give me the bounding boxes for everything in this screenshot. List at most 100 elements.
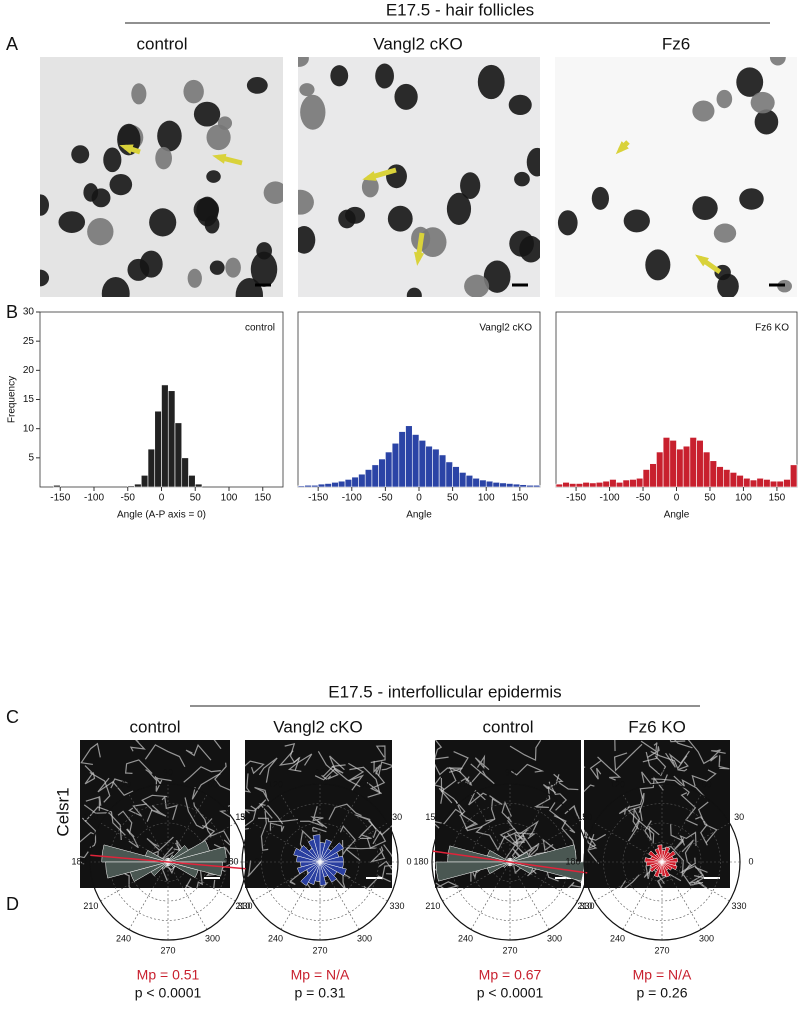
grid-ring bbox=[622, 822, 702, 902]
bar bbox=[575, 483, 584, 488]
bar bbox=[783, 479, 791, 488]
membrane bbox=[124, 759, 153, 774]
follicle bbox=[406, 287, 422, 297]
mp-value: Mp = 0.51 bbox=[137, 967, 200, 983]
follicle bbox=[591, 186, 609, 210]
membrane bbox=[549, 802, 576, 834]
bar bbox=[364, 469, 373, 488]
membrane bbox=[269, 822, 285, 832]
angle-label: 150 bbox=[235, 812, 250, 822]
bar bbox=[636, 477, 644, 488]
membrane bbox=[185, 869, 203, 888]
x-tick-label: 50 bbox=[190, 493, 202, 504]
bar bbox=[736, 475, 744, 488]
membrane bbox=[145, 769, 163, 792]
angle-label: 60 bbox=[701, 779, 711, 789]
follicle bbox=[645, 249, 671, 281]
membrane bbox=[378, 860, 392, 870]
membrane bbox=[681, 839, 694, 867]
bar bbox=[391, 442, 400, 488]
angle-label: 120 bbox=[610, 779, 625, 789]
y-axis-label: Frequency bbox=[7, 376, 18, 423]
follicle bbox=[446, 192, 472, 225]
follicle bbox=[514, 171, 530, 187]
angle-label: 0 bbox=[406, 856, 411, 866]
rose-wedge bbox=[297, 861, 321, 875]
rose-wedge bbox=[661, 861, 678, 871]
angle-label: 30 bbox=[240, 812, 250, 822]
membrane bbox=[470, 763, 495, 785]
membrane bbox=[460, 815, 496, 832]
membrane bbox=[183, 766, 221, 783]
membrane bbox=[80, 742, 101, 766]
grid-spoke bbox=[128, 861, 169, 930]
follicle bbox=[386, 164, 407, 189]
membrane bbox=[191, 773, 221, 800]
angle-label: 300 bbox=[205, 933, 220, 943]
membrane bbox=[679, 831, 697, 846]
x-tick-label: -100 bbox=[342, 493, 362, 504]
membrane bbox=[597, 756, 622, 781]
angle-label: 150 bbox=[83, 812, 98, 822]
follicle bbox=[477, 64, 505, 100]
arrow-head bbox=[119, 144, 134, 155]
follicle bbox=[736, 67, 764, 97]
panel-letter: D bbox=[6, 894, 19, 914]
angle-label: 240 bbox=[116, 933, 131, 943]
x-tick-label: 150 bbox=[511, 493, 528, 504]
angle-label: 0 bbox=[596, 856, 601, 866]
bar bbox=[445, 461, 453, 488]
follicle bbox=[58, 211, 86, 233]
membrane bbox=[381, 844, 392, 880]
angle-label: 330 bbox=[580, 901, 595, 911]
bar bbox=[418, 440, 427, 488]
membrane bbox=[457, 776, 473, 787]
membrane bbox=[369, 846, 386, 863]
rose-wedge bbox=[150, 861, 169, 877]
angle-label: 300 bbox=[357, 933, 372, 943]
arrow-head bbox=[414, 251, 425, 266]
membrane bbox=[640, 740, 658, 753]
follicle bbox=[464, 274, 490, 297]
membrane bbox=[245, 760, 265, 775]
angle-label: 180 bbox=[223, 856, 238, 866]
angle-label: 120 bbox=[116, 779, 131, 789]
bar bbox=[506, 483, 514, 488]
bar bbox=[378, 458, 386, 488]
membrane bbox=[310, 806, 328, 829]
bar bbox=[656, 451, 664, 488]
panel-label: control bbox=[482, 717, 533, 736]
panel-letter: A bbox=[6, 34, 18, 54]
membrane bbox=[650, 750, 688, 770]
micrograph bbox=[40, 57, 283, 297]
x-tick-label: 100 bbox=[221, 493, 238, 504]
follicle bbox=[127, 258, 150, 281]
membrane bbox=[386, 873, 392, 875]
grid-ring bbox=[642, 842, 682, 882]
membrane bbox=[193, 802, 212, 836]
membrane bbox=[673, 775, 706, 798]
membrane bbox=[641, 771, 668, 785]
y-tick-label: 15 bbox=[23, 394, 35, 405]
follicle bbox=[716, 89, 733, 109]
rose-wedge bbox=[644, 857, 663, 863]
follicle bbox=[623, 209, 650, 233]
membrane bbox=[245, 799, 267, 814]
panel-label: control bbox=[129, 717, 180, 736]
membrane bbox=[509, 740, 542, 762]
membrane bbox=[126, 828, 139, 849]
bar bbox=[194, 483, 203, 488]
membrane bbox=[110, 778, 128, 789]
follicle bbox=[40, 269, 50, 287]
membrane bbox=[284, 742, 300, 764]
grid-ring bbox=[603, 803, 721, 921]
angle-label: 210 bbox=[577, 901, 592, 911]
follicle bbox=[40, 194, 50, 216]
angle-label: 330 bbox=[732, 901, 747, 911]
grid-spoke bbox=[128, 794, 169, 863]
bar bbox=[167, 390, 176, 488]
bar bbox=[432, 448, 440, 488]
bar bbox=[344, 479, 353, 488]
micrographs-a bbox=[40, 57, 797, 297]
follicle bbox=[338, 209, 356, 229]
